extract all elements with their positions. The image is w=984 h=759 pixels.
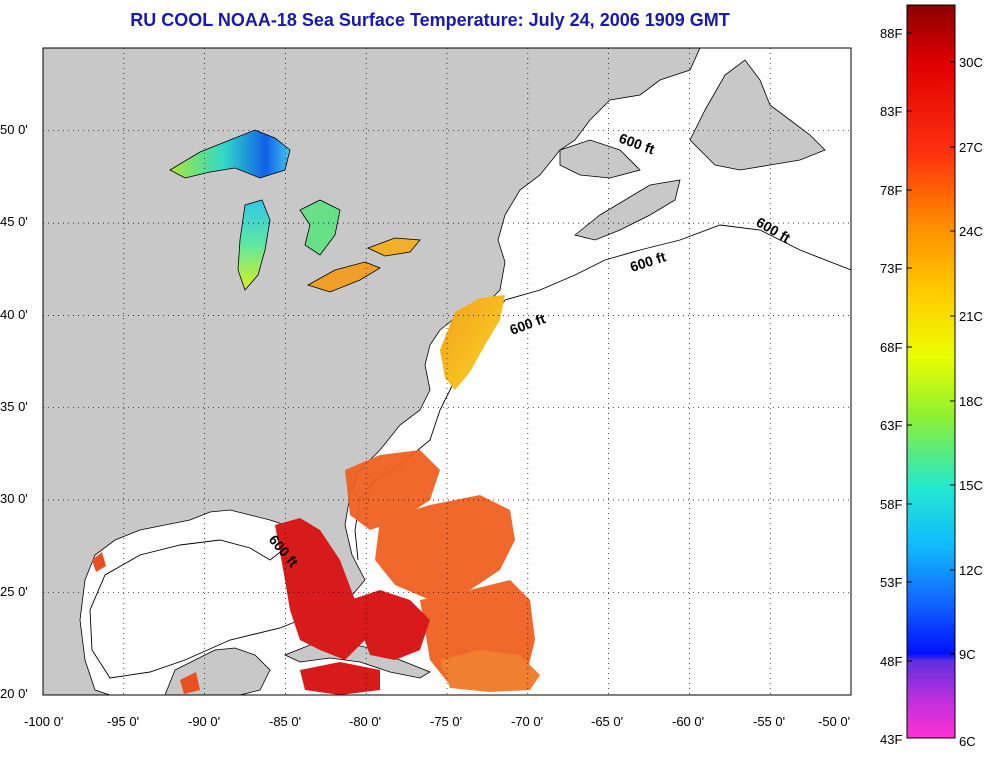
sst-gulf-bit-west: [92, 552, 106, 572]
colorbar-f-label: 43F: [880, 732, 903, 747]
lake-ontario: [366, 237, 421, 257]
colorbar-c-label: 18C: [959, 394, 983, 409]
colorbar-f-label: 58F: [880, 497, 903, 512]
colorbar-c-label: 30C: [959, 55, 983, 70]
landmass-gaspe: [559, 139, 641, 179]
colorbar-ticks: [907, 32, 955, 662]
sst-gulf-bit-south: [180, 672, 200, 694]
lon-tick-label: -75 0': [430, 714, 463, 729]
colorbar-c-label: 27C: [959, 140, 983, 155]
isobath-600ft-gulf: [89, 539, 301, 679]
colorbar-c-label: 24C: [959, 224, 983, 239]
colorbar-c-label: 9C: [959, 647, 976, 662]
colorbar-f-label: 88F: [880, 26, 903, 41]
lon-tick-label: -80 0': [349, 714, 382, 729]
landmass-nova-scotia: [574, 179, 681, 241]
colorbar-c-label: 6C: [959, 734, 976, 749]
colorbar: [906, 4, 956, 739]
colorbar-f-label: 53F: [880, 575, 903, 590]
map-title: RU COOL NOAA-18 Sea Surface Temperature:…: [130, 10, 730, 30]
lake-erie: [306, 261, 381, 293]
lat-tick-label: 35 0': [0, 399, 28, 414]
landmass-newfoundland: [689, 59, 826, 171]
colorbar-f-label: 68F: [880, 340, 903, 355]
colorbar-f-label: 48F: [880, 654, 903, 669]
isobath-600ft-northeast: [504, 224, 851, 301]
lake-michigan: [237, 199, 271, 291]
sst-caribbean: [440, 650, 540, 692]
colorbar-f-label: 83F: [880, 104, 903, 119]
lake-huron: [299, 199, 341, 256]
sst-midatlantic: [440, 295, 505, 390]
lon-tick-label: -85 0': [269, 714, 302, 729]
lon-tick-label: -100 0': [24, 714, 64, 729]
sst-florida-gulf: [275, 518, 430, 695]
colorbar-f-label: 63F: [880, 418, 903, 433]
lon-tick-label: -55 0': [753, 714, 786, 729]
lat-tick-label: 50 0': [0, 122, 28, 137]
colorbar-f-label: 73F: [880, 261, 903, 276]
colorbar-c-label: 12C: [959, 563, 983, 578]
lon-tick-label: -60 0': [672, 714, 705, 729]
lat-tick-label: 30 0': [0, 491, 28, 506]
lat-tick-label: 25 0': [0, 584, 28, 599]
colorbar-c-label: 21C: [959, 309, 983, 324]
lake-superior: [169, 129, 291, 179]
colorbar-c-label: 15C: [959, 478, 983, 493]
lon-tick-label: -70 0': [511, 714, 544, 729]
lat-tick-label: 20 0': [0, 686, 28, 701]
colorbar-f-label: 78F: [880, 183, 903, 198]
lon-tick-label: -50 0': [818, 714, 851, 729]
lat-tick-label: 40 0': [0, 307, 28, 322]
lon-tick-label: -65 0': [591, 714, 624, 729]
lon-tick-label: -95 0': [107, 714, 140, 729]
lon-tick-label: -90 0': [188, 714, 221, 729]
lat-tick-label: 45 0': [0, 214, 28, 229]
